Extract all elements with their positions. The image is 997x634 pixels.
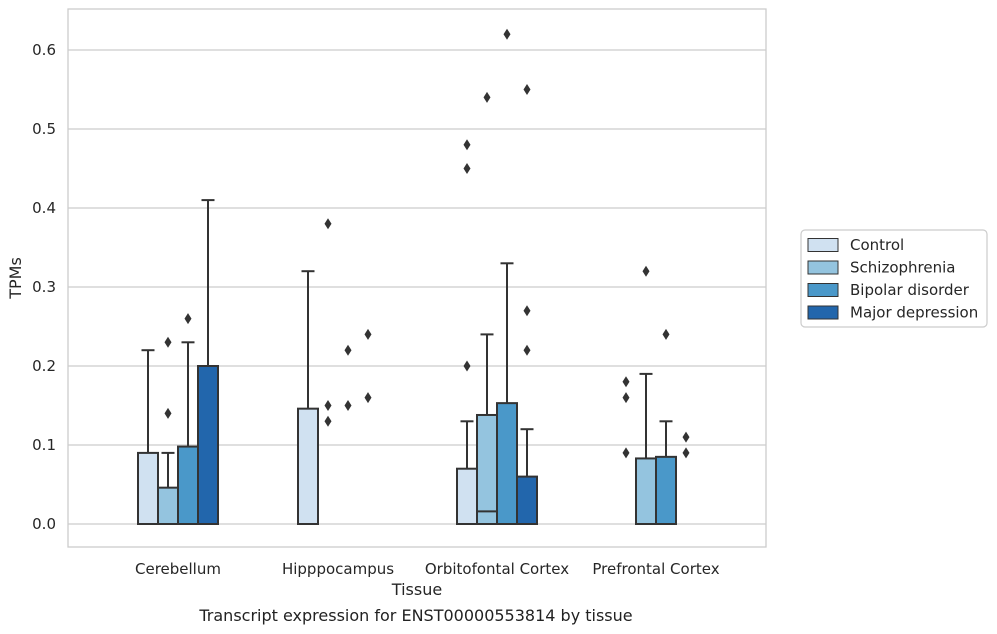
outlier-point — [503, 28, 511, 40]
box-groups — [137, 28, 690, 526]
outlier-point — [344, 344, 352, 356]
outlier-point — [463, 139, 471, 151]
outlier-point — [642, 265, 650, 277]
x-tick-label: Cerebellum — [135, 560, 221, 578]
legend-swatch — [807, 305, 839, 320]
box — [137, 451, 159, 525]
outlier-point — [344, 400, 352, 411]
legend-frame — [800, 229, 988, 328]
outlier-point — [324, 218, 332, 230]
x-tick-label: Orbitofontal Cortex — [425, 560, 569, 578]
box — [655, 455, 677, 526]
category-group — [456, 28, 538, 526]
outlier-point — [324, 400, 332, 411]
box — [635, 457, 657, 525]
y-tick-label: 0.0 — [32, 515, 56, 533]
category-group — [137, 199, 219, 526]
outlier-point — [164, 407, 172, 419]
legend-label: Bipolar disorder — [850, 281, 970, 299]
y-tick-label: 0.1 — [32, 436, 56, 454]
outlier-point — [463, 163, 471, 174]
outlier-point — [164, 336, 172, 348]
gridlines — [68, 49, 766, 525]
box — [297, 407, 319, 525]
figure-caption: Transcript expression for ENST0000055381… — [199, 606, 633, 625]
x-axis: Cerebellum Hipppocampus Orbitofontal Corte… — [135, 560, 720, 578]
legend-swatch — [807, 283, 839, 297]
outlier-point — [364, 328, 372, 340]
y-axis: 0.0 0.1 0.2 0.3 0.4 0.5 0.6 — [32, 41, 56, 533]
outlier-point — [622, 376, 630, 388]
outlier-point — [682, 447, 690, 459]
outlier-point — [682, 431, 690, 443]
x-axis-label: Tissue — [391, 580, 442, 599]
box — [516, 475, 538, 526]
outlier-point — [184, 313, 192, 325]
outlier-point — [622, 447, 630, 459]
legend-label: Major depression — [850, 304, 978, 322]
box — [177, 445, 199, 525]
x-tick-label: Hipppocampus — [282, 560, 394, 578]
legend-swatch — [807, 238, 839, 252]
outlier-point — [523, 344, 531, 356]
legend-label: Schizophrenia — [850, 259, 955, 277]
x-tick-label: Prefrontal Cortex — [592, 560, 719, 578]
y-axis-label: TPMs — [6, 257, 25, 300]
y-tick-label: 0.2 — [32, 357, 56, 375]
outlier-point — [324, 415, 332, 427]
outlier-point — [483, 91, 491, 103]
box — [157, 486, 179, 526]
category-group — [297, 218, 372, 525]
legend-swatch — [807, 260, 839, 275]
y-tick-label: 0.5 — [32, 120, 56, 138]
outlier-point — [523, 305, 531, 317]
box — [456, 467, 478, 526]
outlier-point — [523, 84, 531, 95]
outlier-point — [662, 328, 670, 340]
box — [197, 365, 219, 525]
category-group — [622, 265, 690, 526]
legend-label: Control — [850, 236, 904, 254]
outlier-point — [463, 360, 471, 372]
plot-area-frame — [67, 8, 767, 548]
box — [496, 402, 518, 526]
legend: Control Schizophrenia Bipolar disorder Majo… — [800, 229, 988, 328]
box — [476, 413, 498, 526]
y-tick-label: 0.4 — [32, 199, 56, 217]
y-tick-label: 0.6 — [32, 41, 56, 59]
outlier-point — [364, 392, 372, 404]
y-tick-label: 0.3 — [32, 278, 56, 296]
outlier-point — [622, 392, 630, 404]
